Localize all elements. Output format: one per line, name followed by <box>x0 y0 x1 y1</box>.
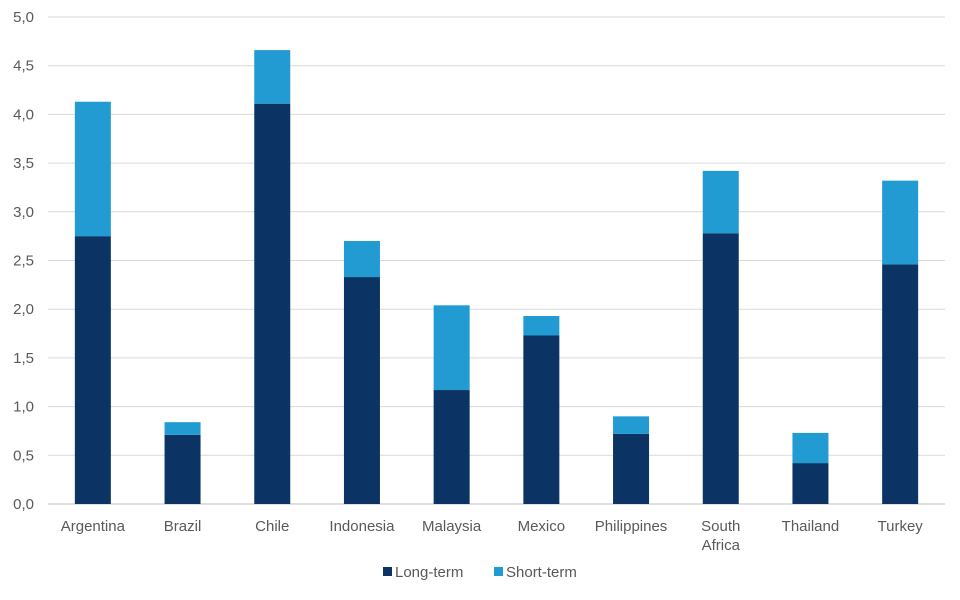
bar-short-term <box>433 305 470 391</box>
x-category-label: Mexico <box>518 518 566 535</box>
bar-short-term <box>882 180 919 265</box>
bar-long-term <box>74 236 111 504</box>
bar-long-term <box>433 390 470 504</box>
bar-short-term <box>164 422 201 435</box>
y-tick-label: 0,5 <box>13 447 34 464</box>
x-category-label: Thailand <box>782 518 840 535</box>
bar-long-term <box>343 277 380 504</box>
y-axis-tick-labels: 0,0 0,5 1,0 1,5 2,0 2,5 3,0 3,5 4,0 4,5 5,0 <box>13 9 34 513</box>
y-tick-label: 3,0 <box>13 204 34 221</box>
bar-short-term <box>792 432 829 464</box>
legend-swatch <box>383 567 392 576</box>
bar-short-term <box>523 316 560 336</box>
bar-long-term <box>164 434 201 504</box>
x-category-label: Argentina <box>61 518 126 535</box>
y-tick-label: 0,0 <box>13 496 34 513</box>
bar-long-term <box>702 233 739 504</box>
y-tick-label: 2,5 <box>13 253 34 270</box>
bar-short-term <box>254 50 291 104</box>
y-tick-label: 1,0 <box>13 399 34 416</box>
x-category-label: Philippines <box>595 518 668 535</box>
x-category-label: Brazil <box>164 518 202 535</box>
bar-long-term <box>792 463 829 504</box>
bar-short-term <box>74 101 111 237</box>
y-tick-label: 3,5 <box>13 155 34 172</box>
y-tick-label: 4,0 <box>13 106 34 123</box>
y-tick-label: 5,0 <box>13 9 34 26</box>
bar-long-term <box>254 103 291 504</box>
x-axis-category-labels: Argentina Brazil Chile Indonesia Malaysia Mex… <box>61 518 924 554</box>
y-tick-label: 1,5 <box>13 350 34 367</box>
bar-short-term <box>702 170 739 234</box>
bar-long-term <box>523 335 560 504</box>
x-category-label: Indonesia <box>329 518 395 535</box>
x-category-label: Turkey <box>878 518 924 535</box>
legend-label: Long-term <box>395 564 463 581</box>
bar-short-term <box>613 416 650 434</box>
bar-long-term <box>882 264 919 504</box>
legend: Long-term Short-term <box>383 564 577 581</box>
x-category-label: Malaysia <box>422 518 482 535</box>
y-tick-label: 4,5 <box>13 58 34 75</box>
y-tick-label: 2,0 <box>13 301 34 318</box>
legend-swatch <box>494 567 503 576</box>
legend-label: Short-term <box>506 564 577 581</box>
x-category-label: South Africa <box>701 518 740 554</box>
x-category-label: Chile <box>255 518 289 535</box>
bar-long-term <box>613 433 650 504</box>
bar-short-term <box>343 241 380 278</box>
bars <box>74 50 919 504</box>
